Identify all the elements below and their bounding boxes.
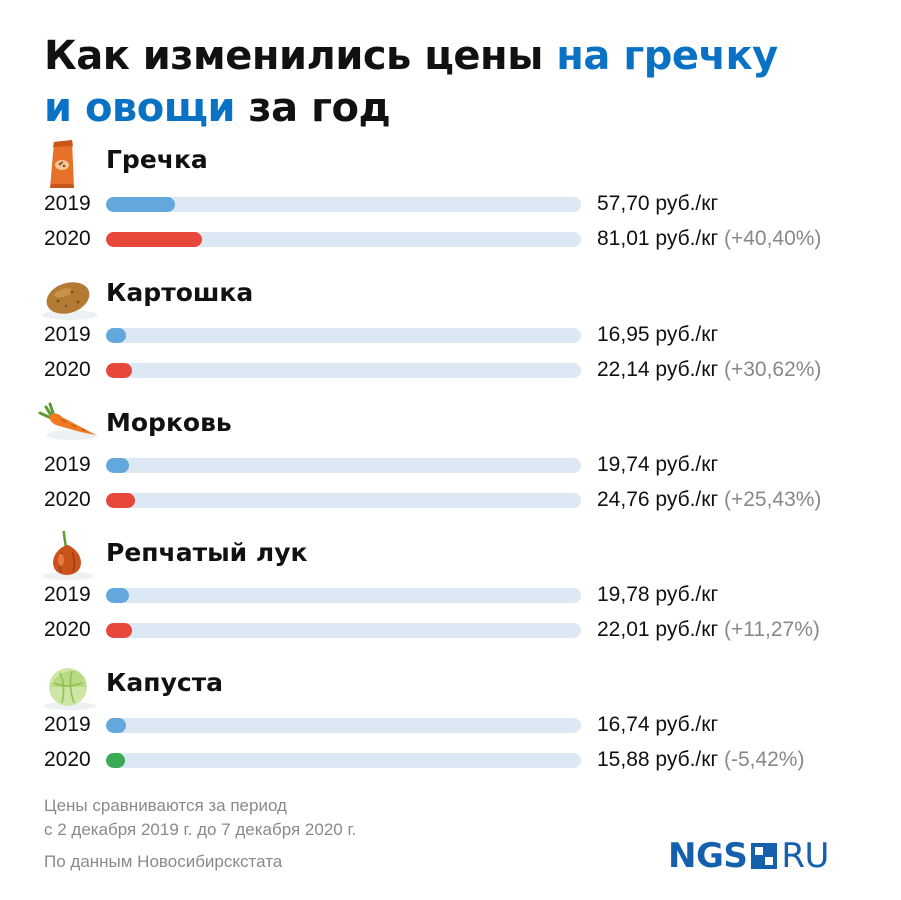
- bar-row-2020: 2020 81,01 руб./кг (+40,40%): [0, 224, 901, 254]
- carrot-icon: [36, 401, 100, 453]
- year-label: 2020: [44, 488, 91, 511]
- change-percent: (+40,40%): [723, 227, 822, 250]
- bar-track: [106, 493, 581, 508]
- bar-track: [106, 328, 581, 343]
- buckwheat-bag-icon: [36, 138, 100, 190]
- cabbage-icon: [36, 661, 100, 713]
- group-name: Картошка: [106, 278, 254, 307]
- bar-2019: [106, 328, 126, 343]
- bar-track: [106, 623, 581, 638]
- potato-icon: [36, 271, 100, 323]
- price-value: 16,95 руб./кг: [597, 323, 719, 346]
- bar-track: [106, 458, 581, 473]
- bar-track: [106, 197, 581, 212]
- price-value: 57,70 руб./кг: [597, 192, 719, 215]
- bar-2019: [106, 718, 126, 733]
- year-label: 2020: [44, 358, 91, 381]
- bar-track: [106, 363, 581, 378]
- title-part-1: Как изменились цены: [44, 33, 557, 79]
- price-label: 24,76 руб./кг (+25,43%): [597, 485, 821, 515]
- price-value: 22,14 руб./кг: [597, 358, 719, 381]
- year-label: 2020: [44, 227, 91, 250]
- price-value: 16,74 руб./кг: [597, 713, 719, 736]
- product-group-potato: Картошка 2019 16,95 руб./кг 2020 22,14 р…: [0, 271, 901, 391]
- year-label: 2019: [44, 583, 91, 606]
- title-part-2: на гречку: [556, 33, 778, 79]
- price-label: 16,95 руб./кг: [597, 320, 718, 350]
- bar-2020: [106, 232, 202, 247]
- logo-ngs: NGS: [668, 836, 748, 876]
- title-part-3: и овощи: [44, 85, 235, 131]
- bar-row-2020: 2020 22,01 руб./кг (+11,27%): [0, 615, 901, 645]
- year-label: 2020: [44, 618, 91, 641]
- bar-row-2019: 2019 16,74 руб./кг: [0, 710, 901, 740]
- chart-title: Как изменились цены на гречку и овощи за …: [44, 30, 864, 134]
- group-name: Гречка: [106, 145, 208, 174]
- ngs-ru-logo: NGS RU: [668, 836, 868, 876]
- bar-track: [106, 718, 581, 733]
- year-label: 2019: [44, 453, 91, 476]
- title-part-4: за год: [234, 85, 391, 131]
- price-label: 19,78 руб./кг: [597, 580, 718, 610]
- footnote-period-line-2: с 2 декабря 2019 г. до 7 декабря 2020 г.: [44, 820, 357, 839]
- change-percent: (+11,27%): [723, 618, 820, 641]
- product-group-carrot: Морковь 2019 19,74 руб./кг 2020 24,76 ру…: [0, 401, 901, 521]
- price-label: 22,14 руб./кг (+30,62%): [597, 355, 821, 385]
- logo-ru: RU: [781, 836, 829, 876]
- price-value: 81,01 руб./кг: [597, 227, 719, 250]
- bar-row-2020: 2020 15,88 руб./кг (-5,42%): [0, 745, 901, 775]
- product-group-onion: Репчатый лук 2019 19,78 руб./кг 2020 22,…: [0, 521, 901, 651]
- bar-row-2020: 2020 22,14 руб./кг (+30,62%): [0, 355, 901, 385]
- product-group-cabbage: Капуста 2019 16,74 руб./кг 2020 15,88 ру…: [0, 661, 901, 781]
- bar-2020: [106, 623, 132, 638]
- bar-row-2019: 2019 16,95 руб./кг: [0, 320, 901, 350]
- change-percent: (+30,62%): [723, 358, 822, 381]
- bar-track: [106, 753, 581, 768]
- price-value: 22,01 руб./кг: [597, 618, 719, 641]
- bar-2019: [106, 197, 175, 212]
- price-label: 57,70 руб./кг: [597, 189, 718, 219]
- price-label: 16,74 руб./кг: [597, 710, 718, 740]
- price-value: 19,74 руб./кг: [597, 453, 719, 476]
- logo-square-icon: [751, 842, 778, 869]
- year-label: 2019: [44, 323, 91, 346]
- change-percent: (-5,42%): [723, 748, 805, 771]
- price-label: 22,01 руб./кг (+11,27%): [597, 615, 820, 645]
- footnote-source: По данным Новосибирскстата: [44, 852, 283, 871]
- bar-track: [106, 232, 581, 247]
- bar-row-2019: 2019 19,78 руб./кг: [0, 580, 901, 610]
- bar-2019: [106, 458, 129, 473]
- bar-row-2019: 2019 19,74 руб./кг: [0, 450, 901, 480]
- bar-row-2019: 2019 57,70 руб./кг: [0, 189, 901, 219]
- group-name: Репчатый лук: [106, 538, 308, 567]
- bar-2020: [106, 363, 132, 378]
- price-value: 24,76 руб./кг: [597, 488, 719, 511]
- price-label: 15,88 руб./кг (-5,42%): [597, 745, 804, 775]
- price-label: 19,74 руб./кг: [597, 450, 718, 480]
- group-name: Капуста: [106, 668, 224, 697]
- price-value: 19,78 руб./кг: [597, 583, 719, 606]
- bar-2019: [106, 588, 129, 603]
- onion-icon: [36, 521, 100, 583]
- bar-2020: [106, 753, 125, 768]
- bar-2020: [106, 493, 135, 508]
- price-label: 81,01 руб./кг (+40,40%): [597, 224, 821, 254]
- change-percent: (+25,43%): [723, 488, 822, 511]
- year-label: 2019: [44, 192, 91, 215]
- year-label: 2019: [44, 713, 91, 736]
- price-value: 15,88 руб./кг: [597, 748, 719, 771]
- bar-row-2020: 2020 24,76 руб./кг (+25,43%): [0, 485, 901, 515]
- footnote-period-line-1: Цены сравниваются за период: [44, 796, 287, 815]
- group-name: Морковь: [106, 408, 232, 437]
- year-label: 2020: [44, 748, 91, 771]
- product-group-buckwheat: Гречка 2019 57,70 руб./кг 2020 81,01 руб…: [0, 138, 901, 258]
- bar-track: [106, 588, 581, 603]
